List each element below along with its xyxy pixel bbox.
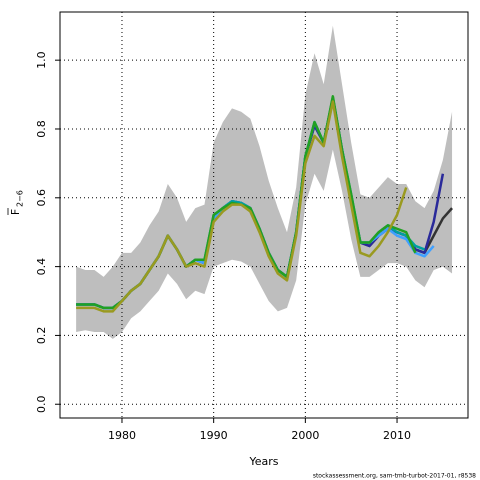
- x-tick-label: 1990: [200, 429, 228, 442]
- y-tick-label: 0.8: [35, 120, 48, 138]
- y-label-subscript: 2−6: [16, 190, 25, 207]
- x-tick-label: 1980: [108, 429, 136, 442]
- series-line: [76, 100, 408, 313]
- y-tick-label: 1.0: [35, 51, 48, 69]
- x-axis-label: Years: [248, 455, 278, 468]
- y-tick-label: 0.6: [35, 189, 48, 207]
- confidence-band: [76, 25, 453, 339]
- y-tick-label: 0.4: [35, 258, 48, 276]
- y-tick-label: 0.2: [35, 327, 48, 345]
- y-tick-label: 0.0: [35, 395, 48, 413]
- y-label-main: F: [9, 209, 22, 215]
- x-tick-label: 2010: [383, 429, 411, 442]
- footer: stockassessment.org, sam-tmb-turbot-2017…: [313, 473, 476, 480]
- plot-frame: [59, 11, 469, 419]
- y-axis-label: F 2−6: [7, 190, 25, 215]
- x-tick-label: 2000: [291, 429, 319, 442]
